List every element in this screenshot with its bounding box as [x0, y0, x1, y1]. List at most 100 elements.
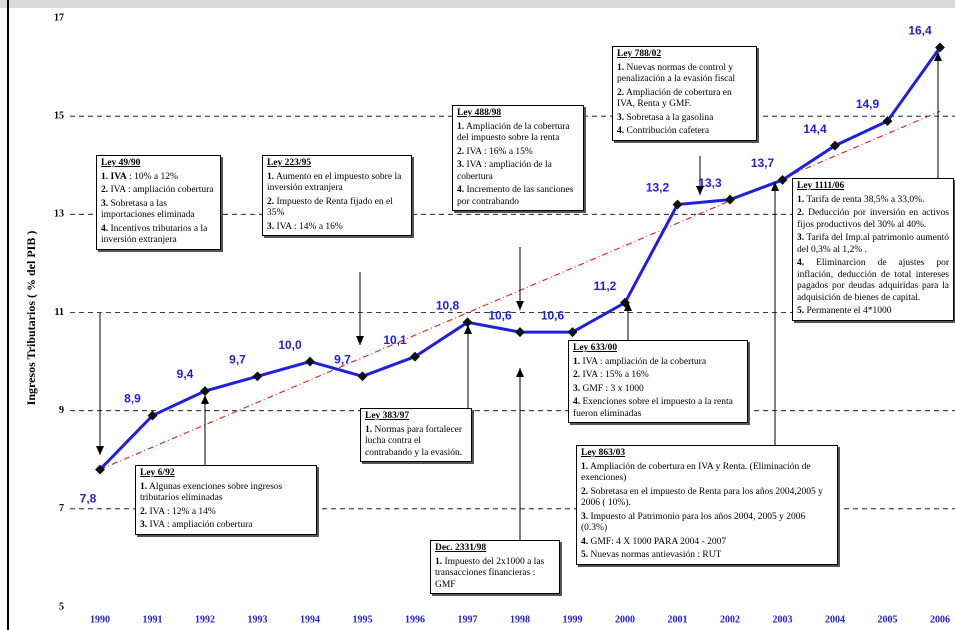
y-tick-label: 7 — [59, 503, 64, 514]
annotation-item: 1. Ampliación de la cobertura del impues… — [457, 122, 579, 145]
annotation-item: 4. Incentivos tributarios a la inversión… — [101, 224, 216, 247]
data-point — [357, 371, 368, 382]
item-text: IVA : ampliación cobertura — [147, 520, 253, 530]
item-number: 1. — [797, 194, 805, 205]
annotation-item: 2. IVA : 15% a 16% — [573, 370, 743, 382]
data-point — [462, 317, 473, 328]
annotation-item: 1. Nuevas normas de control y penalizaci… — [617, 63, 752, 86]
y-tick-label: 17 — [54, 12, 64, 23]
y-axis-label: Ingresos Tributarios ( % del PIB ) — [24, 231, 38, 406]
annotation-item: 1. Aumento en el impuesto sobre la inver… — [267, 172, 407, 195]
item-number: 2. — [797, 208, 805, 218]
top-frame — [0, 0, 955, 8]
x-tick-label: 2000 — [615, 614, 635, 625]
item-number: 3. — [797, 233, 805, 243]
annotation-item: 2. Sobretasa en el impuesto de Renta par… — [581, 487, 833, 510]
data-point — [672, 199, 683, 210]
x-tick-label: 1992 — [195, 614, 215, 625]
data-label: 13,2 — [646, 181, 670, 195]
x-tick-label: 1993 — [248, 614, 268, 625]
arrow-head — [516, 368, 524, 377]
item-number: 3. — [581, 511, 589, 522]
annotation-item: 4. Eliminarcion de ajustes por inflación… — [797, 258, 949, 304]
item-number: 3. — [101, 198, 109, 209]
item-number: 1. — [365, 424, 373, 435]
item-text: IVA : ampliación de la cobertura — [457, 160, 552, 182]
item-text: IVA : ampliación cobertura — [108, 185, 214, 195]
item-number: 2. — [267, 196, 275, 207]
annotation-item: 3. IVA : ampliación de la cobertura — [457, 160, 579, 183]
annotation-box: Ley 6/92 1. Algunas exenciones sobre ingr… — [135, 465, 317, 535]
item-number: 3. — [617, 112, 625, 123]
annotation-box: Ley 633/00 1. IVA : ampliación de la cobe… — [568, 340, 748, 423]
item-text: GMF : 3 x 1000 — [580, 383, 644, 394]
annotation-title: Ley 488/98 — [457, 108, 502, 118]
data-point — [777, 175, 788, 185]
annotation-item: 1. Impuesto del 2x1000 a las transaccion… — [435, 557, 555, 592]
annotation-box: Ley 383/97 1. Normas para fortalecer luch… — [360, 408, 472, 462]
item-text: Ampliación de cobertura en IVA y Renta. … — [581, 461, 811, 484]
data-label: 14,4 — [803, 122, 827, 136]
annotation-title: Ley 1111/06 — [797, 181, 845, 191]
data-point — [305, 356, 315, 367]
item-number: 5. — [581, 550, 589, 560]
data-point — [567, 327, 578, 338]
item-text: Permanente el 4*1000 — [804, 306, 892, 316]
item-text: GMF: 4 X 1000 PARA 2004 - 2007 — [588, 536, 727, 547]
data-label: 10,0 — [278, 338, 302, 352]
annotation-title: Ley 788/02 — [617, 49, 662, 59]
annotation-box: Ley 49/90 1. IVA : 10% a 12% 2. IVA : ampl… — [96, 155, 221, 250]
item-text: Normas para fortalecer lucha contra el c… — [365, 424, 463, 458]
x-tick-label: 1998 — [510, 614, 530, 625]
item-text: Exenciones sobre el impuesto a la renta … — [573, 397, 733, 419]
annotation-item: 2. IVA : 12% a 14% — [140, 507, 312, 519]
item-number: 2. — [573, 370, 581, 380]
y-tick-label: 9 — [59, 405, 64, 416]
annotation-title: Ley 383/97 — [365, 411, 410, 421]
item-text: IVA : 16% a 15% — [464, 146, 533, 157]
item-number: 3. — [573, 383, 581, 394]
item-text: Incremento de las sanciones por contraba… — [457, 185, 574, 207]
annotation-item: 2. Impuesto de Renta fijado en el 35% — [267, 197, 407, 220]
annotation-item: 1. IVA : 10% a 12% — [101, 172, 216, 184]
annotation-item: 2. Ampliación de cobertura en IVA, Renta… — [617, 88, 752, 111]
item-number: 1. — [617, 62, 625, 73]
data-label: 7,8 — [80, 492, 97, 506]
annotation-item: 4. Incremento de las sanciones por contr… — [457, 185, 579, 208]
annotation-box: Ley 788/02 1. Nuevas normas de control y … — [612, 46, 757, 141]
data-point — [252, 371, 263, 382]
x-tick-label: 2003 — [773, 614, 793, 625]
data-label: 10,6 — [488, 308, 512, 322]
data-label: 9,7 — [334, 352, 351, 366]
item-number: 2. — [140, 506, 148, 517]
arrow-head — [464, 325, 472, 334]
annotation-item: 3. Tarifa del Imp.al patrimonio aumentó … — [797, 233, 949, 256]
data-label: 10,8 — [436, 298, 460, 312]
item-number: 4. — [457, 185, 465, 195]
annotation-item: 4. Contribución cafetera — [617, 126, 752, 138]
x-tick-label: 1997 — [458, 614, 478, 625]
x-tick-label: 1991 — [143, 614, 163, 625]
x-tick-label: 2004 — [825, 614, 845, 625]
item-number: 1. — [140, 481, 148, 492]
arrow-head — [201, 395, 209, 404]
item-text: Sobretasa en el impuesto de Renta para l… — [581, 486, 823, 509]
annotation-box: Ley 1111/06 1. Tarifa de renta 38,5% a 33… — [792, 178, 954, 321]
item-number: 4. — [617, 126, 625, 136]
annotation-item: 4. GMF: 4 X 1000 PARA 2004 - 2007 — [581, 537, 833, 549]
annotation-item: 3. GMF : 3 x 1000 — [573, 384, 743, 396]
data-point — [515, 327, 525, 338]
annotation-item: 1. Ampliación de cobertura en IVA y Rent… — [581, 462, 833, 485]
data-label: 10,1 — [383, 333, 407, 347]
item-number: 1. — [573, 356, 581, 367]
item-number: 1. IVA — [101, 171, 127, 182]
arrow-head — [96, 446, 104, 455]
x-tick-label: 2001 — [668, 614, 688, 625]
item-text: IVA : 14% a 16% — [274, 221, 343, 232]
item-text: Sobretasa a la gasolina — [624, 112, 714, 123]
item-text: Impuesto del 2x1000 a las transacciones … — [435, 556, 545, 590]
item-number: 1. — [267, 171, 275, 182]
item-text: Eliminarcion de ajustes por inflación, d… — [797, 258, 949, 303]
y-tick-label: 11 — [55, 307, 64, 318]
